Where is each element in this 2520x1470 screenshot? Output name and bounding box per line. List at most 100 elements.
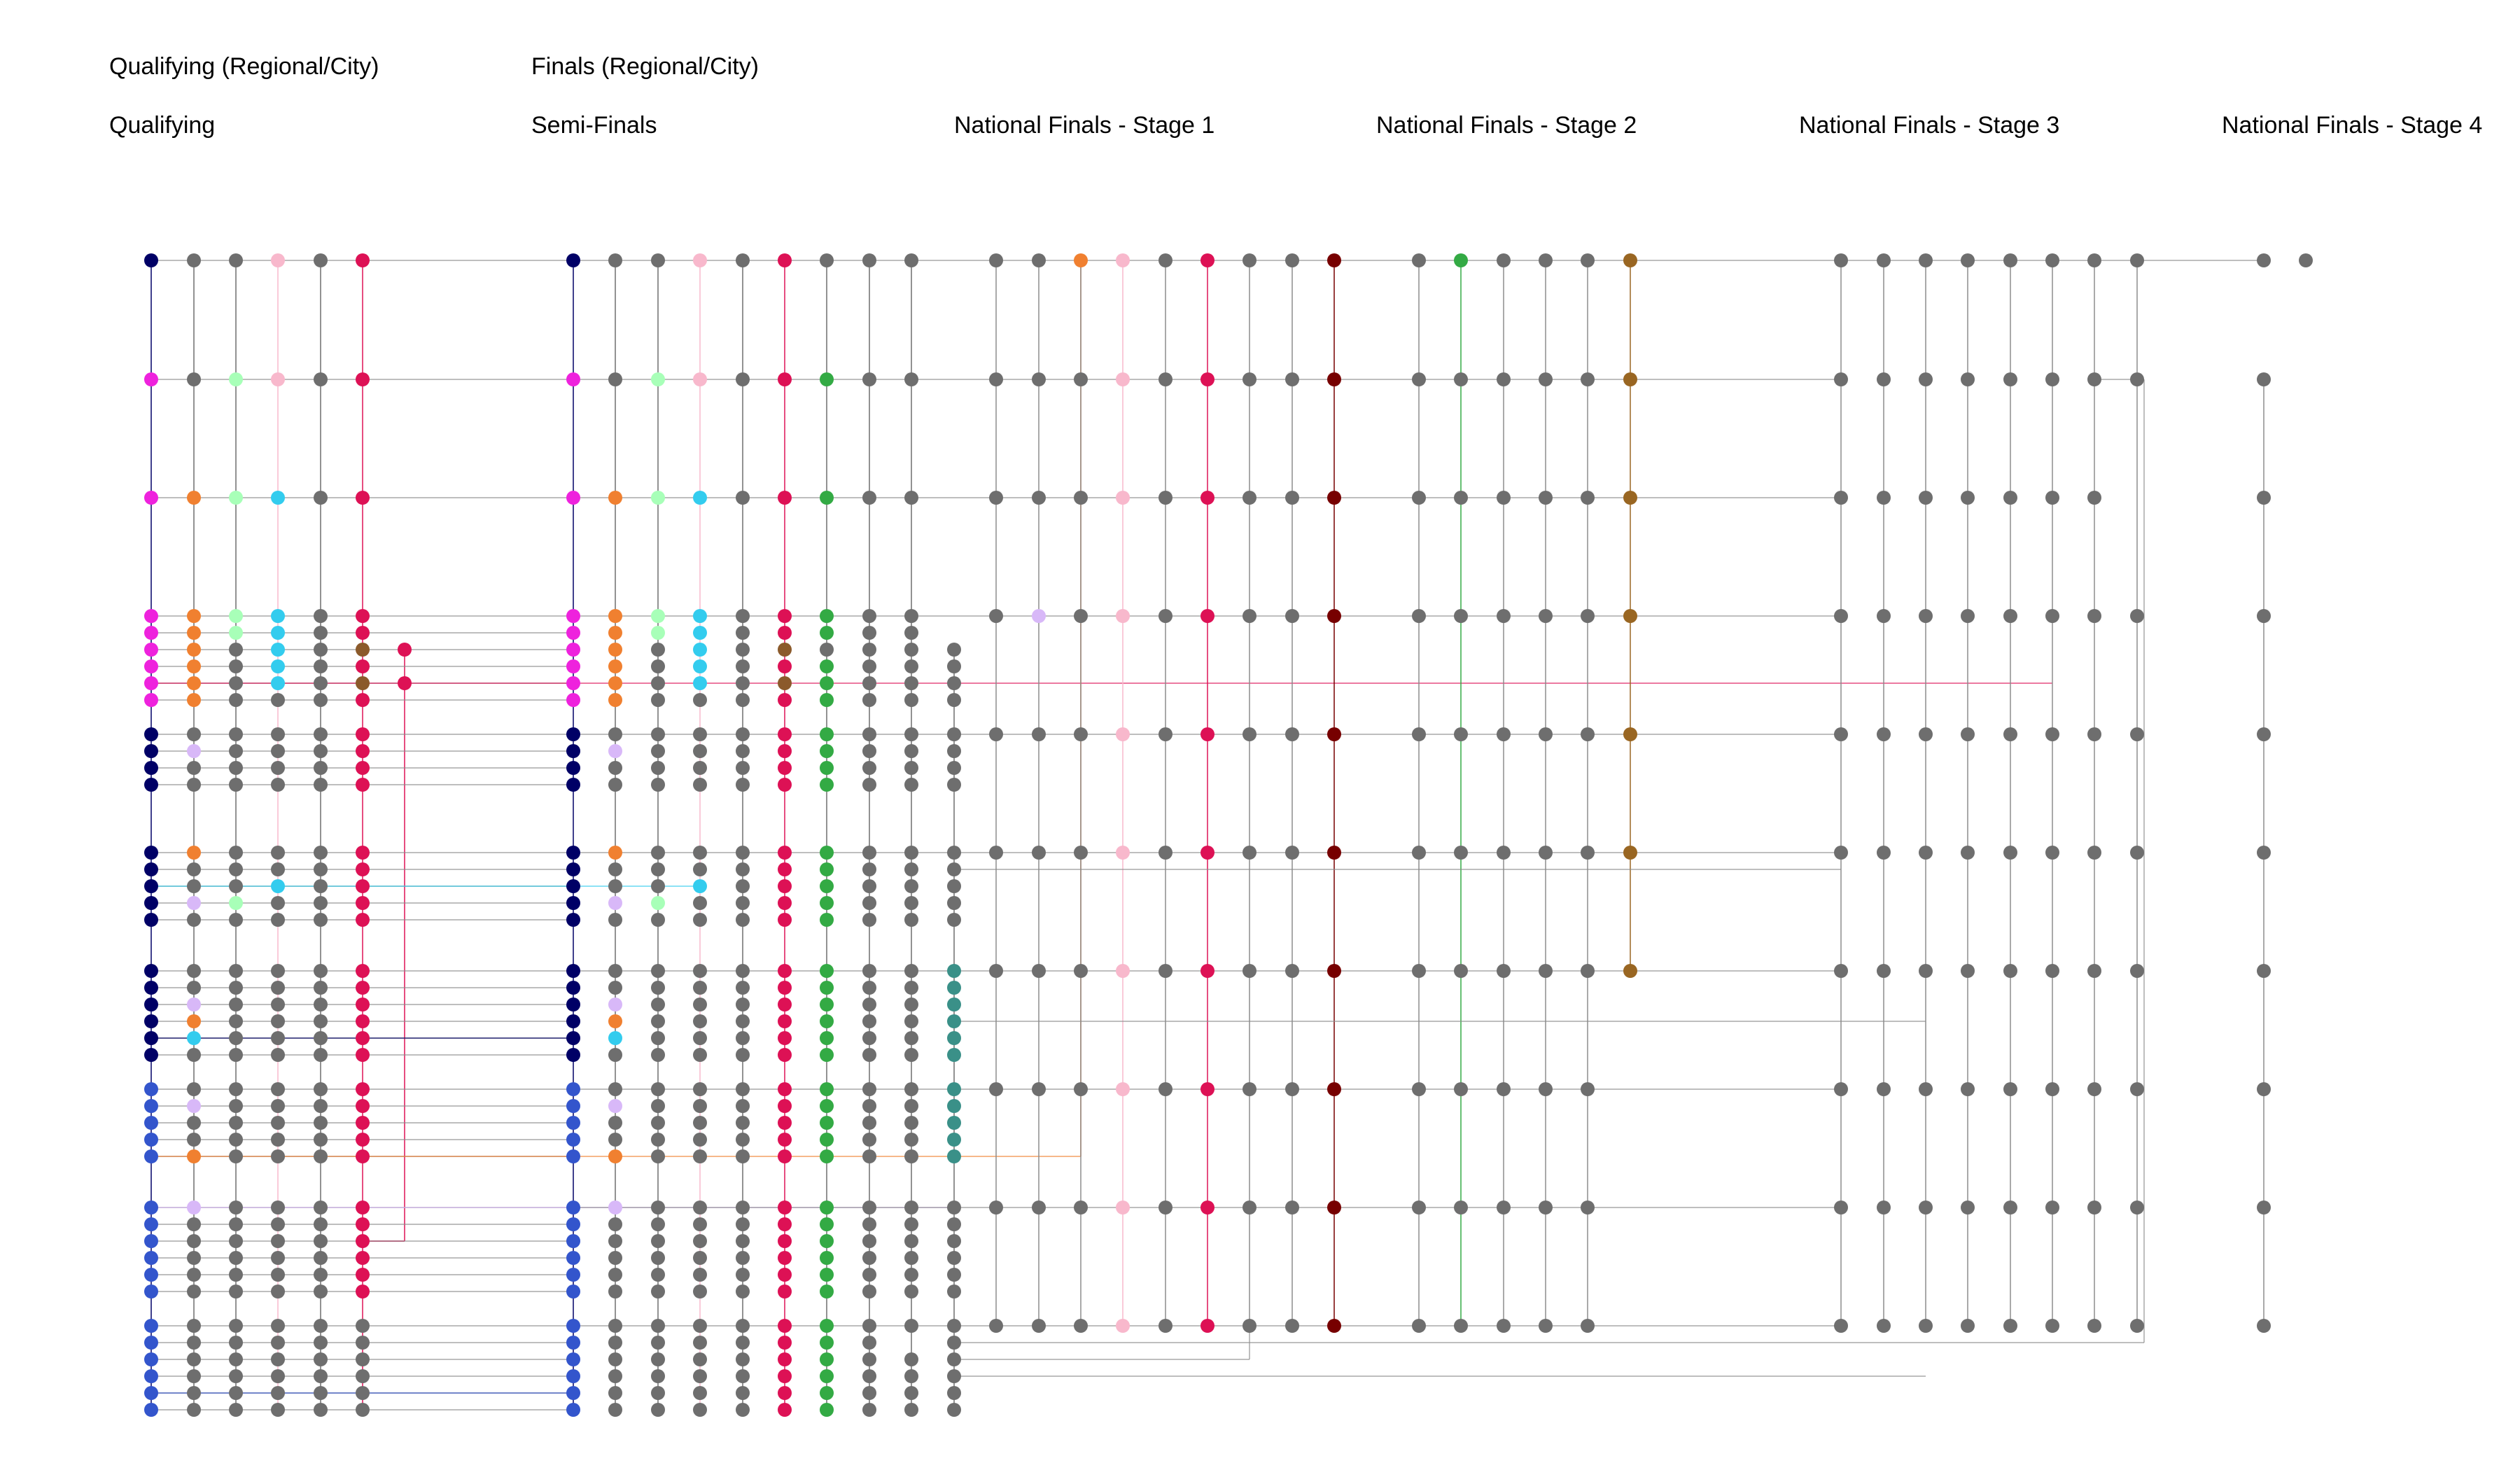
semifinal-node: [566, 1014, 580, 1028]
semifinal-node: [736, 761, 750, 775]
semifinal-node: [820, 1352, 834, 1366]
stage1-node: [1116, 727, 1130, 741]
semifinal-node: [608, 372, 622, 386]
semifinal-node: [947, 1149, 961, 1163]
semifinal-node: [566, 997, 580, 1011]
stage1-node: [1327, 846, 1341, 860]
semifinal-node: [693, 981, 707, 995]
semifinal-node: [736, 778, 750, 792]
qualifying-node: [314, 626, 328, 640]
qualifying-node: [271, 1336, 285, 1350]
stage1-node: [989, 727, 1003, 741]
semifinal-node: [862, 761, 876, 775]
stage2-node: [1497, 846, 1511, 860]
qualifying-node: [271, 1099, 285, 1113]
stage3-node: [1919, 727, 1933, 741]
semifinal-node: [862, 1200, 876, 1214]
qualifying-node: [144, 253, 158, 267]
semifinal-node: [820, 862, 834, 876]
semifinal-node: [947, 1369, 961, 1383]
qualifying-node: [187, 744, 201, 758]
stage2-node: [1454, 372, 1468, 386]
semifinal-node: [736, 1149, 750, 1163]
semifinal-node: [820, 1014, 834, 1028]
semifinal-node: [820, 896, 834, 910]
qualifying-node: [314, 676, 328, 690]
semifinal-node: [820, 1048, 834, 1062]
stage3-node: [1877, 846, 1891, 860]
semifinal-node: [651, 879, 665, 893]
stage1-node: [1032, 253, 1046, 267]
semifinal-node: [693, 253, 707, 267]
qualifying-node: [356, 1200, 370, 1214]
semifinal-node: [947, 1014, 961, 1028]
qualifying-node: [314, 981, 328, 995]
qualifying-node: [229, 1014, 243, 1028]
qualifying-node: [229, 1200, 243, 1214]
stage1-node: [1327, 609, 1341, 623]
semifinal-node: [608, 1048, 622, 1062]
semifinal-node: [778, 896, 792, 910]
semifinal-node: [693, 1336, 707, 1350]
qualifying-node: [229, 372, 243, 386]
stage1-node: [1200, 1082, 1214, 1096]
semifinal-node: [904, 1048, 918, 1062]
stage1-node: [1285, 1082, 1299, 1096]
qualifying-node: [271, 1234, 285, 1248]
qualifying-node: [314, 1319, 328, 1333]
qualifying-node: [144, 1133, 158, 1147]
semifinal-node: [862, 1031, 876, 1045]
qualifying-node: [356, 372, 370, 386]
semifinal-node: [651, 1336, 665, 1350]
qualifying-node: [356, 1284, 370, 1298]
semifinal-node: [904, 491, 918, 505]
semifinal-node: [947, 997, 961, 1011]
qualifying-node: [144, 879, 158, 893]
stage2-node: [1623, 727, 1637, 741]
stage1-node: [1158, 1319, 1172, 1333]
semifinal-node: [904, 609, 918, 623]
semifinal-node: [904, 913, 918, 927]
semifinal-node: [651, 1082, 665, 1096]
stage3-node: [2045, 372, 2059, 386]
qualifying-node: [314, 1048, 328, 1062]
semifinal-node: [651, 1133, 665, 1147]
stage1-node: [1116, 1319, 1130, 1333]
semifinal-node: [904, 253, 918, 267]
qualifying-node: [144, 1031, 158, 1045]
stage1-node: [1158, 253, 1172, 267]
stage2-node: [1412, 1319, 1426, 1333]
stage1-node: [989, 1082, 1003, 1096]
semifinal-node: [736, 964, 750, 978]
semifinal-node: [820, 846, 834, 860]
stage2-node: [1623, 491, 1637, 505]
qualifying-node: [187, 1014, 201, 1028]
semifinal-node: [693, 879, 707, 893]
qualifying-node: [356, 744, 370, 758]
semifinal-node: [947, 879, 961, 893]
stage1-node: [1242, 1200, 1256, 1214]
semifinal-node: [693, 659, 707, 673]
semifinal-node: [608, 253, 622, 267]
semifinal-node: [608, 1268, 622, 1282]
semifinal-node: [820, 1284, 834, 1298]
stage1-node: [1242, 372, 1256, 386]
stage3-node: [1961, 964, 1975, 978]
stage2-node: [1412, 491, 1426, 505]
stage3-node: [1834, 846, 1848, 860]
qualifying-node: [187, 778, 201, 792]
semifinal-node: [608, 778, 622, 792]
semifinal-node: [904, 744, 918, 758]
qualifying-node: [271, 676, 285, 690]
semifinal-node: [862, 1234, 876, 1248]
qualifying-node: [356, 1031, 370, 1045]
stage3-node: [1961, 253, 1975, 267]
stage3-node: [2045, 1200, 2059, 1214]
semifinal-node: [947, 727, 961, 741]
stage1-node: [1116, 491, 1130, 505]
qualifying-node: [144, 1149, 158, 1163]
semifinal-node: [778, 964, 792, 978]
stage2-node: [1581, 609, 1595, 623]
semifinal-node: [736, 693, 750, 707]
qualifying-node: [314, 1031, 328, 1045]
